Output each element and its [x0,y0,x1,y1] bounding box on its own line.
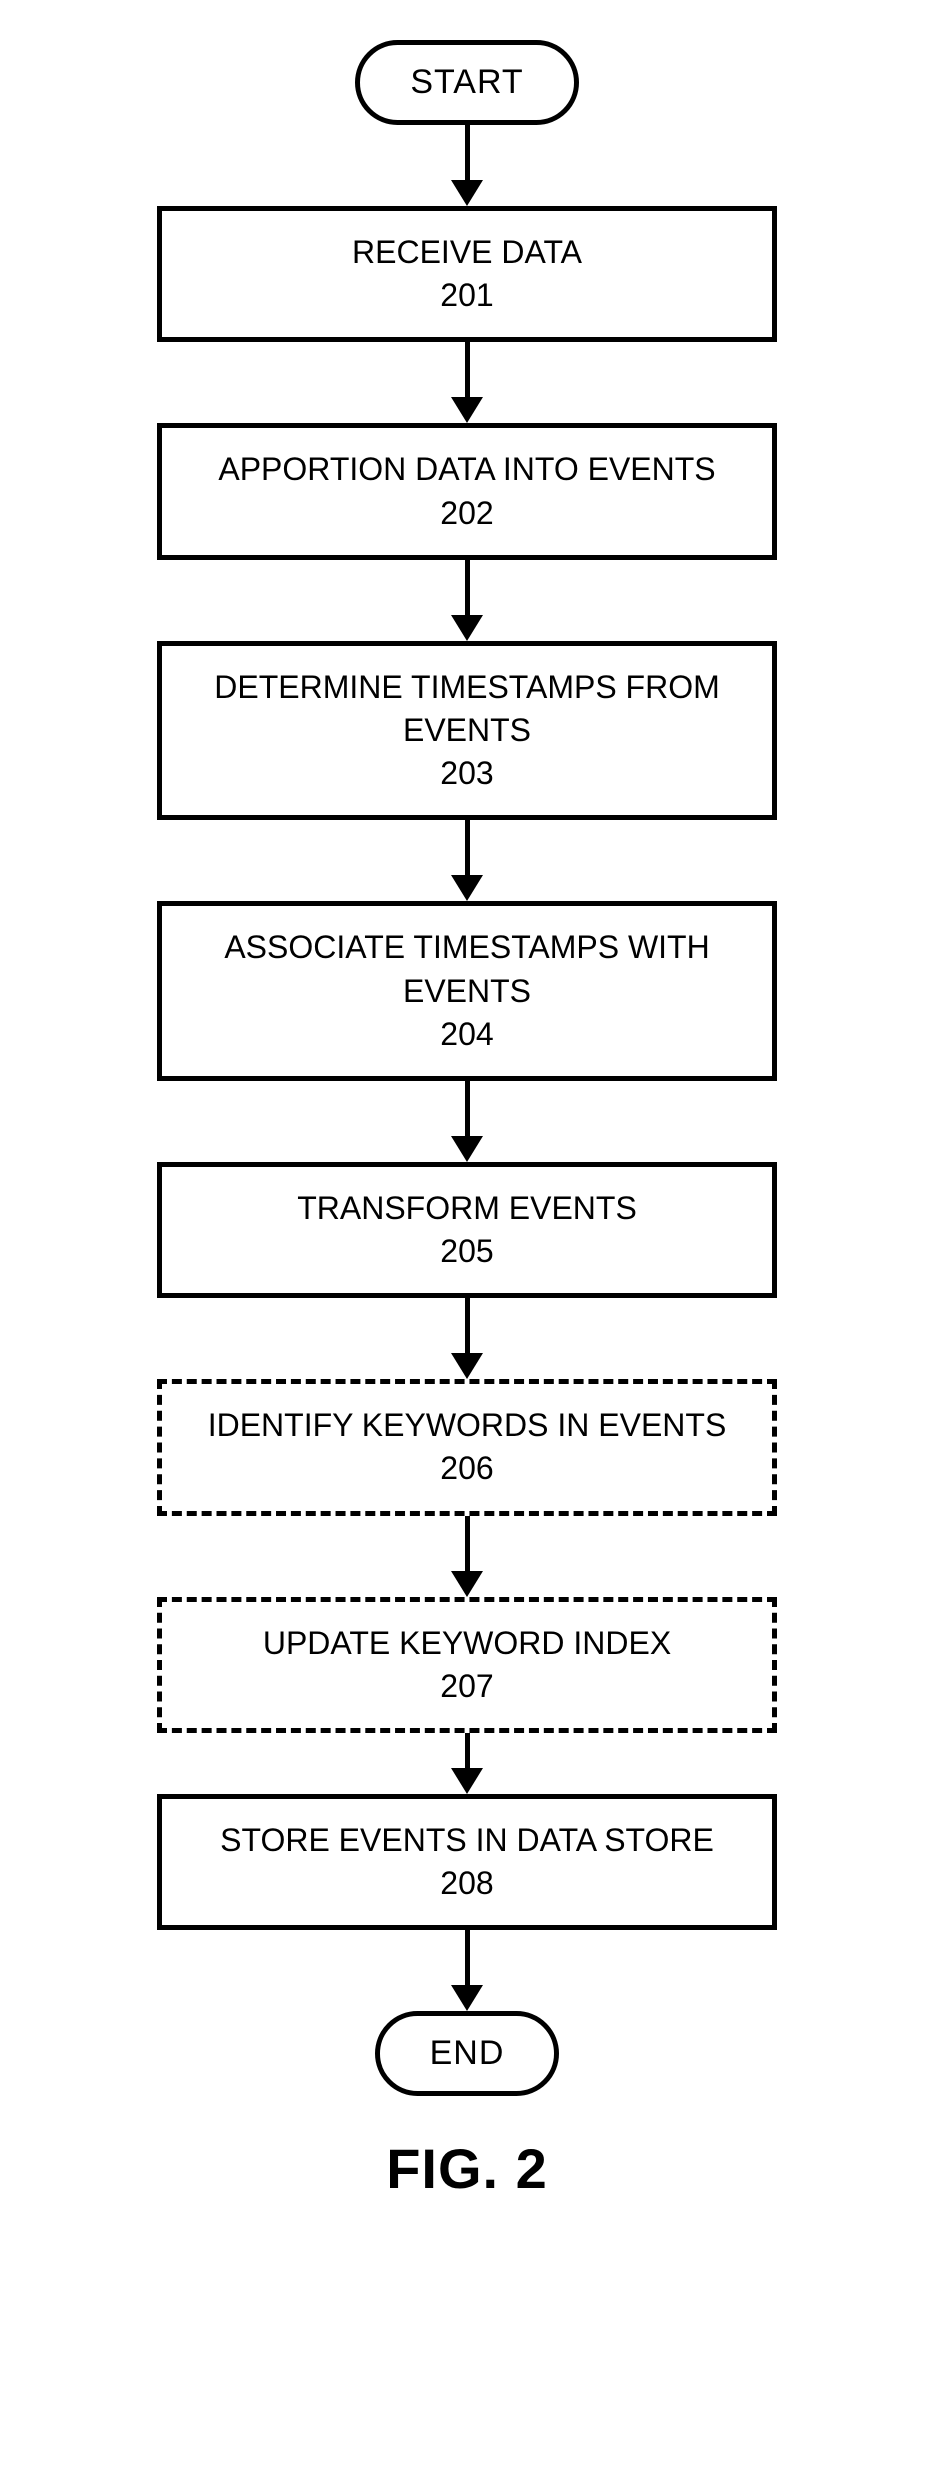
arrow [451,1081,483,1162]
flowchart-container: START RECEIVE DATA 201 APPORTION DATA IN… [147,40,787,2201]
step-text: ASSOCIATE TIMESTAMPS WITH EVENTS [186,926,748,1012]
arrow [451,560,483,641]
start-terminator: START [355,40,578,125]
figure-label: FIG. 2 [386,2136,548,2201]
arrow [451,1930,483,2011]
process-step-204: ASSOCIATE TIMESTAMPS WITH EVENTS 204 [157,901,777,1081]
step-num: 202 [186,492,748,535]
step-text: TRANSFORM EVENTS [186,1187,748,1230]
step-text: DETERMINE TIMESTAMPS FROM EVENTS [186,666,748,752]
process-step-206: IDENTIFY KEYWORDS IN EVENTS 206 [157,1379,777,1515]
process-step-201: RECEIVE DATA 201 [157,206,777,342]
end-terminator: END [375,2011,560,2096]
start-label: START [410,63,523,101]
arrow [451,820,483,901]
step-text: STORE EVENTS IN DATA STORE [186,1819,748,1862]
arrow [451,125,483,206]
process-step-208: STORE EVENTS IN DATA STORE 208 [157,1794,777,1930]
process-step-203: DETERMINE TIMESTAMPS FROM EVENTS 203 [157,641,777,821]
arrow [451,1516,483,1597]
process-step-207: UPDATE KEYWORD INDEX 207 [157,1597,777,1733]
process-step-205: TRANSFORM EVENTS 205 [157,1162,777,1298]
step-text: APPORTION DATA INTO EVENTS [186,448,748,491]
step-num: 207 [186,1665,748,1708]
arrow [451,342,483,423]
step-num: 208 [186,1862,748,1905]
arrow [451,1733,483,1794]
step-text: UPDATE KEYWORD INDEX [186,1622,748,1665]
step-text: IDENTIFY KEYWORDS IN EVENTS [186,1404,748,1447]
step-num: 206 [186,1447,748,1490]
step-num: 204 [186,1013,748,1056]
end-label: END [430,2034,505,2072]
process-step-202: APPORTION DATA INTO EVENTS 202 [157,423,777,559]
arrow [451,1298,483,1379]
step-text: RECEIVE DATA [186,231,748,274]
step-num: 205 [186,1230,748,1273]
step-num: 203 [186,752,748,795]
step-num: 201 [186,274,748,317]
